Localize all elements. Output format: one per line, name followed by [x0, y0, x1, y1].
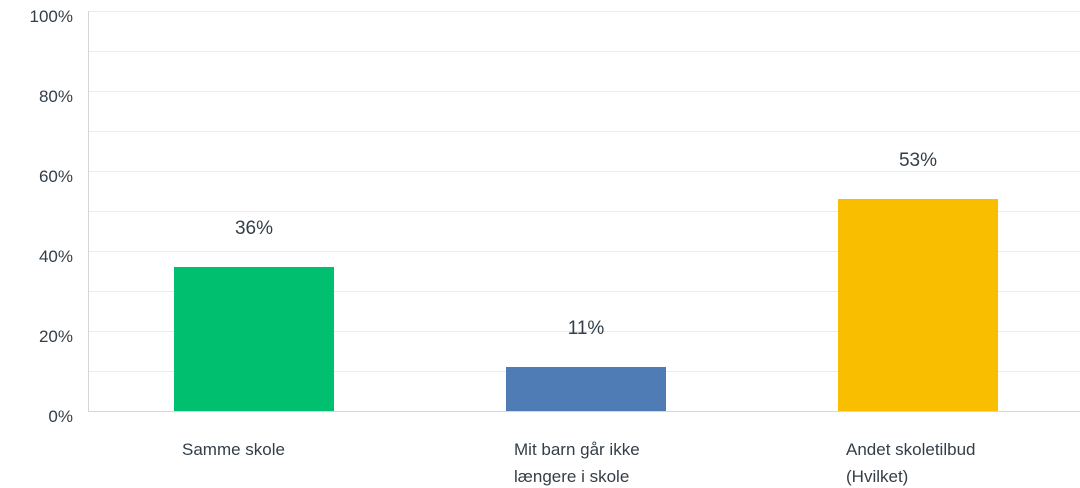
- y-tick-label: 40%: [39, 247, 73, 266]
- bars: [174, 199, 998, 411]
- category-label: Andet skoletilbud (Hvilket): [846, 440, 975, 486]
- data-label: 53%: [899, 150, 937, 171]
- category-label-line: Andet skoletilbud: [846, 440, 975, 459]
- category-label-line: Mit barn går ikke: [514, 440, 640, 459]
- category-label-line: (Hvilket): [846, 467, 908, 486]
- bar: [506, 367, 666, 411]
- y-tick-label: 0%: [48, 407, 73, 426]
- y-axis: 0% 20% 40% 60% 80% 100%: [30, 7, 1080, 426]
- y-tick-label: 80%: [39, 87, 73, 106]
- y-tick-label: 60%: [39, 167, 73, 186]
- category-label: Mit barn går ikke længere i skole: [514, 440, 640, 486]
- data-label: 11%: [568, 318, 605, 339]
- y-tick-label: 20%: [39, 327, 73, 346]
- data-labels: 36% 11% 53%: [235, 150, 937, 339]
- data-label: 36%: [235, 218, 273, 239]
- category-label-line: Samme skole: [182, 440, 285, 459]
- category-label-line: længere i skole: [514, 467, 629, 486]
- y-tick-label: 100%: [30, 7, 73, 26]
- category-label: Samme skole: [182, 440, 285, 459]
- bar: [838, 199, 998, 411]
- x-axis: Samme skole Mit barn går ikke længere i sk…: [182, 440, 975, 486]
- bar: [174, 267, 334, 411]
